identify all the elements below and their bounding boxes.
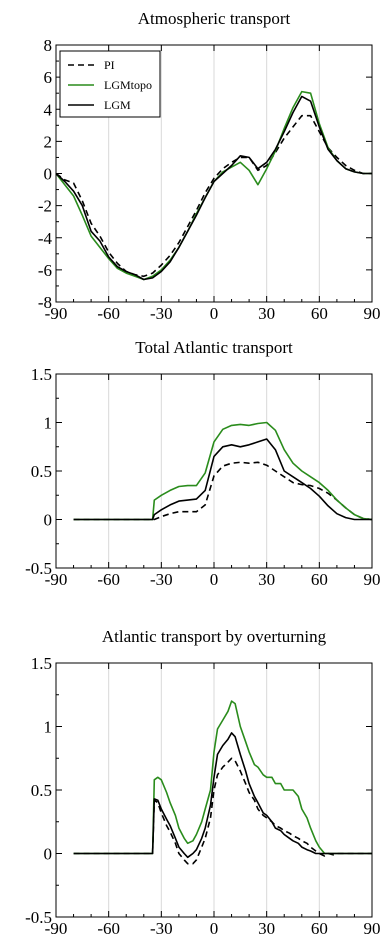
- y-tick-label: -0.5: [25, 559, 52, 578]
- y-tick-label: -2: [38, 197, 52, 216]
- y-tick-label: 1.5: [31, 365, 52, 384]
- y-tick-label: 8: [44, 36, 53, 55]
- legend-label: LGMtopo: [104, 78, 152, 92]
- y-tick-label: -8: [38, 293, 52, 312]
- chart-panel-3: Atlantic transport by overturning -90 -60 -…: [25, 627, 380, 938]
- x-tick-label: 90: [364, 919, 381, 938]
- y-tick-label: 0: [44, 165, 53, 184]
- series-line-lgm: [55, 95, 372, 281]
- x-tick-label: -60: [97, 570, 120, 589]
- x-tick-label: -90: [45, 570, 68, 589]
- x-tick-label: 60: [311, 919, 328, 938]
- legend-box: [59, 50, 161, 118]
- y-tick-label: 4: [44, 100, 53, 119]
- series-line-lgmtopo: [73, 700, 372, 855]
- x-tick-label: 60: [311, 304, 328, 323]
- x-tick-label: -60: [97, 304, 120, 323]
- y-tick-label: 1.5: [31, 654, 52, 673]
- chart-title: Total Atlantic transport: [135, 338, 293, 357]
- x-tick-label: 30: [258, 570, 275, 589]
- legend-label: LGM: [104, 98, 131, 112]
- y-tick-label: 1: [44, 414, 53, 433]
- y-tick-label: -0.5: [25, 908, 52, 927]
- chart-panel-2: Total Atlantic transport -90 -60 -30 0 30 60 90…: [25, 338, 380, 589]
- x-tick-label: 30: [258, 919, 275, 938]
- legend: PI LGMtopo LGM: [59, 50, 161, 118]
- y-tick-label: 0: [44, 845, 53, 864]
- x-tick-label: 90: [364, 570, 381, 589]
- x-tick-label: 90: [364, 304, 381, 323]
- x-tick-label: -30: [150, 304, 173, 323]
- y-tick-label: 6: [44, 68, 53, 87]
- y-tick-label: -6: [38, 261, 52, 280]
- x-tick-label: 0: [210, 304, 219, 323]
- x-tick-label: -60: [97, 919, 120, 938]
- chart-title: Atmospheric transport: [138, 9, 291, 28]
- x-tick-label: 30: [258, 304, 275, 323]
- y-tick-label: 0.5: [31, 462, 52, 481]
- y-tick-label: 1: [44, 718, 53, 737]
- y-tick-label: -4: [38, 229, 53, 248]
- x-tick-label: -90: [45, 304, 68, 323]
- x-tick-label: 0: [210, 919, 219, 938]
- x-tick-label: 60: [311, 570, 328, 589]
- legend-label: PI: [104, 58, 115, 72]
- x-tick-label: -90: [45, 919, 68, 938]
- series-line-pi: [73, 757, 372, 865]
- y-tick-label: 2: [44, 132, 53, 151]
- chart-panel-1: Atmospheric transport-90 -60 -30 0 30 60 90-8-…: [38, 9, 381, 323]
- y-tick-label: 0.5: [31, 781, 52, 800]
- x-tick-label: -30: [150, 919, 173, 938]
- series-line-lgm: [73, 438, 372, 521]
- series-line-pi: [55, 114, 372, 278]
- series-line-pi: [73, 461, 373, 521]
- series-line-lgm: [73, 732, 372, 859]
- chart-title: Atlantic transport by overturning: [102, 627, 327, 646]
- y-tick-label: 0: [44, 511, 53, 530]
- x-tick-label: -30: [150, 570, 173, 589]
- x-tick-label: 0: [210, 570, 219, 589]
